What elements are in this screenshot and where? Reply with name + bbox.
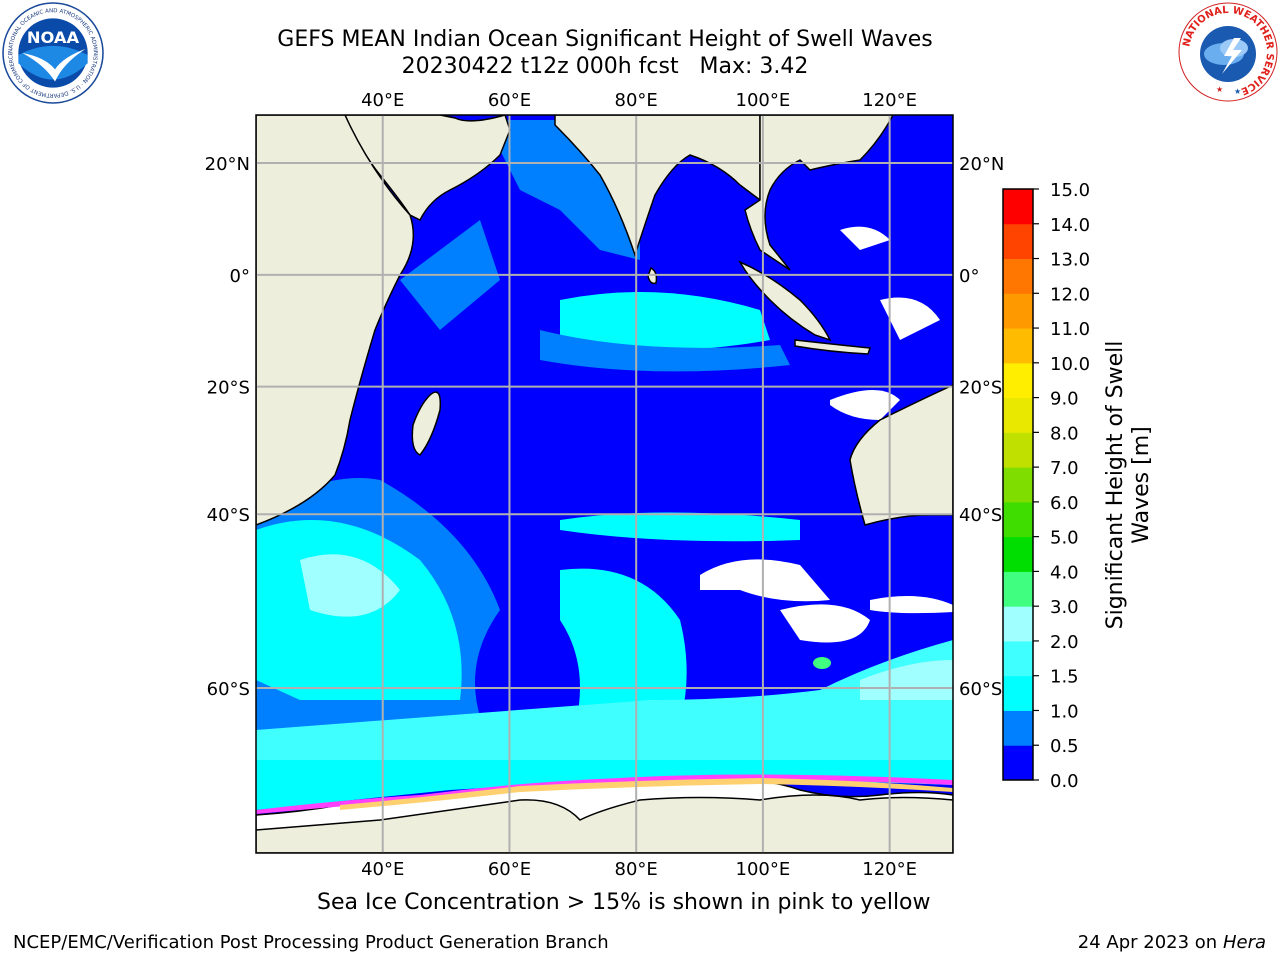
colorbar-label-line1: Significant Height of Swell [1103, 341, 1128, 630]
colorbar-segment [1003, 745, 1033, 781]
equatorial-swell [560, 292, 770, 350]
colorbar-segment [1003, 189, 1033, 225]
lon-tick-label-bottom: 40°E [361, 859, 404, 880]
sea-ice-yellow [340, 778, 953, 810]
sea-ice [256, 774, 953, 814]
colorbar-tick-label: 9.0 [1050, 389, 1079, 410]
axis-tick-labels: 40°E 40°E 60°E 60°E 80°E 80°E 100°E 100°E 120°E 1… [205, 90, 1005, 880]
lon-tick-label-top: 60°E [488, 90, 531, 111]
colorbar-tick-label: 8.0 [1050, 423, 1079, 444]
equatorial-swell-edge [540, 330, 790, 372]
ice-edge-swell [256, 760, 953, 810]
colorbar-segment [1003, 397, 1033, 433]
australia [849, 384, 953, 526]
sea-ice-note: Sea Ice Concentration > 15% is shown in … [317, 890, 931, 915]
chart-subtitle: 20230422 t12z 000h fcst Max: 3.42 [401, 54, 809, 79]
lon-tick-label-top: 40°E [361, 90, 404, 111]
map-frame [255, 114, 954, 854]
colorbar-tick-label: 0.0 [1050, 771, 1079, 792]
lat-tick-label-right: 40°S [959, 505, 1002, 526]
swell-field [256, 120, 953, 810]
nws-logo: NATIONAL WEATHER SERVICE ★ ★ [1178, 2, 1278, 102]
colorbar-tick-labels: 0.0 0.5 1.0 1.5 2.0 3.0 4.0 5.0 6.0 7.0 8.0 9.0 10.0… [1033, 180, 1090, 792]
lat-tick-label-left: 60°S [207, 679, 250, 700]
colorbar-segment [1003, 571, 1033, 607]
swell-max-spot [813, 657, 831, 669]
colorbar-segment [1003, 501, 1033, 538]
lat-tick-label-left: 0° [230, 266, 250, 287]
colorbar-segment [1003, 223, 1033, 260]
footer-credit: NCEP/EMC/Verification Post Processing Pr… [13, 932, 609, 953]
chart-title: GEFS MEAN Indian Ocean Significant Heigh… [277, 27, 933, 52]
colorbar-segment [1003, 293, 1033, 329]
map-area [256, 115, 953, 853]
svg-text:★: ★ [1216, 85, 1223, 94]
lon-tick-label-top: 120°E [862, 90, 917, 111]
colorbar [1002, 188, 1034, 781]
lat-tick-label-right: 20°S [959, 378, 1002, 399]
graticule [256, 115, 953, 853]
footer-date-text: 24 Apr 2023 on [1077, 932, 1223, 953]
colorbar-tick-label: 3.0 [1050, 597, 1079, 618]
colorbar-tick-label: 13.0 [1050, 250, 1090, 271]
colorbar-tick-label: 15.0 [1050, 180, 1090, 201]
lon-tick-label-bottom: 120°E [862, 859, 917, 880]
colorbar-tick-label: 0.5 [1050, 736, 1079, 757]
southern-ocean-swell [256, 640, 953, 760]
lon-tick-label-bottom: 60°E [488, 859, 531, 880]
colorbar-label: Significant Height of Swell Waves [m] [1103, 341, 1154, 630]
colorbar-tick-label: 10.0 [1050, 354, 1090, 375]
colorbar-segment [1003, 362, 1033, 399]
colorbar-segment [1003, 467, 1033, 503]
africa [256, 115, 415, 526]
lat-tick-label-left: 20°N [205, 154, 250, 175]
colorbar-segment [1003, 536, 1033, 572]
colorbar-label-line2: Waves [m] [1129, 426, 1154, 543]
colorbar-segment [1003, 675, 1033, 711]
colorbar-tick-label: 4.0 [1050, 562, 1079, 583]
lat-tick-label-right: 0° [959, 266, 979, 287]
lon-tick-label-bottom: 100°E [736, 859, 791, 880]
lon-tick-label-top: 100°E [736, 90, 791, 111]
colorbar-tick-label: 7.0 [1050, 458, 1079, 479]
colorbar-tick-label: 1.5 [1050, 667, 1079, 688]
colorbar-segment [1003, 606, 1033, 642]
colorbar-tick-label: 1.0 [1050, 701, 1079, 722]
colorbar-segment [1003, 640, 1033, 677]
colorbar-tick-label: 2.0 [1050, 632, 1079, 653]
java [794, 339, 872, 355]
colorbar-segment [1003, 328, 1033, 364]
southern-ocean-peak [860, 660, 953, 700]
colorbar-tick-label: 5.0 [1050, 528, 1079, 549]
colorbar-segment [1003, 710, 1033, 746]
colorbar-segment [1003, 432, 1033, 468]
southeast-asia [744, 115, 894, 271]
colorbar-tick-label: 14.0 [1050, 215, 1090, 236]
noaa-logo: NATIONAL OCEANIC AND ATMOSPHERIC ADMINIS… [2, 2, 104, 104]
svg-text:★: ★ [1234, 87, 1241, 96]
footer-host: Hera [1222, 932, 1266, 953]
colorbar-segment [1003, 258, 1033, 294]
lat-tick-label-left: 40°S [207, 505, 250, 526]
lon-tick-label-bottom: 80°E [615, 859, 658, 880]
south-west-swell-peak [300, 554, 400, 617]
lat-tick-label-right: 60°S [959, 679, 1002, 700]
colorbar-tick-label: 11.0 [1050, 319, 1090, 340]
colorbar-frame [1002, 188, 1034, 781]
footer-date: 24 Apr 2023 on Hera [1078, 932, 1266, 953]
no-data-regions [700, 226, 953, 643]
mid-swell-band [560, 512, 800, 542]
madagascar [411, 391, 442, 456]
noaa-text: NOAA [27, 28, 80, 47]
lon-tick-label-top: 80°E [615, 90, 658, 111]
antarctica [256, 794, 953, 853]
colorbar-tick-label: 6.0 [1050, 493, 1079, 514]
lat-tick-label-right: 20°N [959, 154, 1004, 175]
lat-tick-label-left: 20°S [207, 378, 250, 399]
colorbar-tick-label: 12.0 [1050, 284, 1090, 305]
